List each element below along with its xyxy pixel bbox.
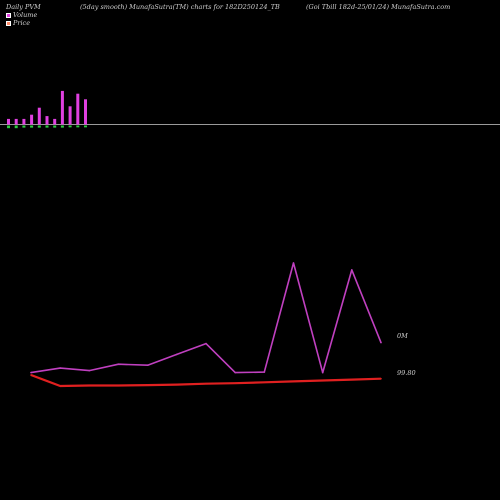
volume-bar [68,106,72,125]
volume-line-point [292,262,295,264]
volume-line-point [117,363,120,366]
price-line-point [321,379,324,382]
volume-line-point [146,364,149,367]
legend-volume-label: Volume [13,11,38,19]
volume-line-point [351,269,353,271]
price-line-point [292,380,295,383]
volume-line [30,262,382,374]
volume-line-point [263,371,266,373]
price-line-point [234,382,236,385]
volume-bar [14,118,18,125]
series-lines [30,262,382,388]
volume-bar-lower [84,125,87,128]
volume-line-point [234,371,236,374]
volume-line-point [88,369,91,372]
volume-bar [37,107,41,125]
volume-line-point [321,371,324,374]
volume-bar [76,93,80,125]
legend-price-label: Price [13,19,31,27]
volume-bar [45,116,49,125]
legend-price: Price [6,19,30,27]
legend-price-swatch [6,20,11,26]
volume-line-point [176,353,178,356]
volume-bar [60,90,64,125]
volume-bars [7,90,87,129]
volume-bar-lower [68,125,72,128]
price-line-point [176,383,178,386]
price-line-point [88,384,91,387]
volume-bar-lower [45,125,49,128]
volume-bar [53,118,57,125]
price-line-point [351,378,353,381]
volume-line-point [205,342,207,345]
volume-bar-lower [37,125,41,128]
volume-bar-lower [7,125,10,129]
volume-bar [30,114,34,125]
volume-bar-lower [53,125,57,128]
volume-bar [84,99,87,125]
chart-type-label: Daily PVM [6,3,41,11]
legend-volume: Volume [6,11,37,19]
volume-bar-lower [22,125,26,128]
instrument-name: (Goi Tbill 182d-25/01/24) MunafaSutra.co… [306,3,451,11]
volume-bar-lower [30,125,34,128]
volume-bar-lower [60,125,64,128]
price-line-point [146,384,149,386]
price-line-point [380,377,382,380]
price-line-point [205,382,207,385]
volume-line-point [59,367,61,369]
chart-title: (5day smooth) MunafaSutra(TM) charts for… [80,3,280,11]
volume-axis-label: 0M [397,332,408,340]
price-line-point [30,374,32,376]
legend-volume-swatch [6,12,11,18]
price-line-point [263,381,266,384]
price-line-point [117,384,120,387]
volume-line-point [30,371,32,374]
volume-bar-lower [76,125,80,128]
price-line-point [59,385,61,387]
volume-bar-lower [14,125,18,129]
volume-bar [7,118,10,125]
volume-bar [22,118,26,125]
price-axis-label: 99.80 [397,369,416,377]
volume-line-point [380,341,382,344]
